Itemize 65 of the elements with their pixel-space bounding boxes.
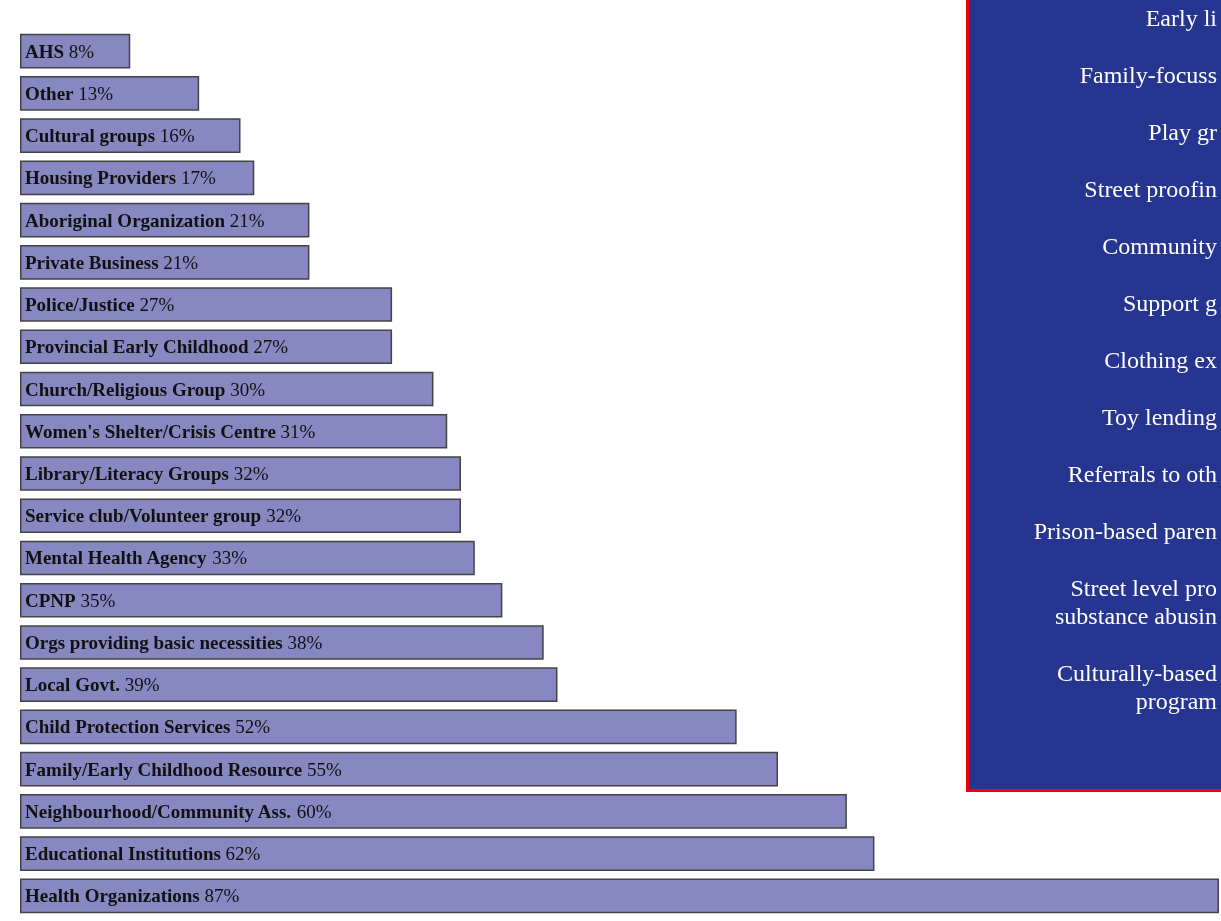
annotation: Referrals to oth (1066, 460, 1218, 489)
bar (20, 836, 875, 871)
data-label: 13% (73, 82, 114, 104)
annotation: Support g (1122, 289, 1218, 318)
y-tick-label: Other (25, 82, 75, 104)
y-tick-label: Women's Shelter/Crisis Centre (25, 420, 276, 442)
data-label: 55% (302, 758, 343, 780)
annotation: Prison-based paren (1032, 517, 1218, 546)
data-label: 21% (225, 209, 265, 231)
data-label: 62% (220, 843, 261, 865)
annotation: Street level pro substance abusin (1054, 574, 1218, 631)
bar (20, 456, 462, 491)
y-tick-label: Family/Early Childhood Resource (25, 758, 303, 780)
y-tick-label: Service club/Volunteer group (25, 505, 262, 527)
y-tick-label: AHS (25, 40, 65, 62)
y-tick-label: Housing Providers (25, 167, 177, 189)
y-tick-label: Private Business (25, 251, 159, 273)
data-label: 52% (230, 716, 271, 738)
y-tick-label: CPNP (25, 589, 77, 611)
y-tick-label: Educational Institutions (25, 843, 221, 865)
data-label: 16% (155, 125, 195, 147)
annotation: Early li (1144, 4, 1218, 33)
annotation: Clothing ex (1103, 346, 1218, 375)
bar (20, 794, 847, 829)
data-label: 87% (199, 885, 240, 907)
data-label: 17% (176, 167, 216, 189)
annotation: Play gr (1147, 118, 1218, 147)
bar (20, 709, 737, 745)
y-tick-label: Child Protection Services (25, 716, 231, 738)
annotation: Community (1101, 232, 1218, 261)
y-tick-label: Mental Health Agency (25, 547, 208, 569)
y-tick-label: Library/Literacy Groups (25, 463, 229, 484)
data-label: 35% (75, 589, 116, 611)
annotation: Street proofin (1083, 175, 1218, 204)
annotation: Toy lending (1101, 403, 1218, 432)
data-label: 27% (134, 294, 175, 316)
y-tick-label: Church/Religious Group (25, 378, 226, 400)
bar (20, 582, 503, 618)
data-label: 33% (207, 547, 248, 569)
y-tick-label: Neighbourhood/Community Ass. (25, 800, 292, 822)
bar (20, 287, 393, 322)
bar (20, 878, 1219, 914)
bar (20, 751, 778, 787)
data-label: 60% (292, 800, 332, 822)
y-tick-label: Cultural groups (25, 125, 156, 147)
data-label: 8% (64, 40, 95, 62)
bar (20, 76, 200, 111)
data-label: 30% (225, 378, 266, 400)
y-tick-label: Aboriginal Organization (25, 209, 226, 231)
data-label: 38% (282, 631, 323, 653)
data-label: 32% (228, 463, 269, 484)
data-label: 39% (119, 674, 160, 696)
data-label: 32% (261, 505, 302, 527)
y-tick-label: Health Organizations (25, 885, 200, 907)
annotation: Culturally-based program (1056, 659, 1218, 716)
y-tick-label: Orgs providing basic necessities (25, 631, 283, 653)
data-label: 27% (248, 336, 289, 358)
y-tick-label: Provincial Early Childhood (25, 336, 249, 358)
data-label: 31% (275, 420, 316, 442)
bar (20, 667, 558, 703)
annotation: Family-focuss (1078, 61, 1218, 90)
y-tick-label: Police/Justice (25, 294, 135, 316)
bar (20, 625, 544, 660)
y-tick-label: Local Govt. (25, 674, 120, 696)
data-label: 21% (158, 251, 199, 273)
